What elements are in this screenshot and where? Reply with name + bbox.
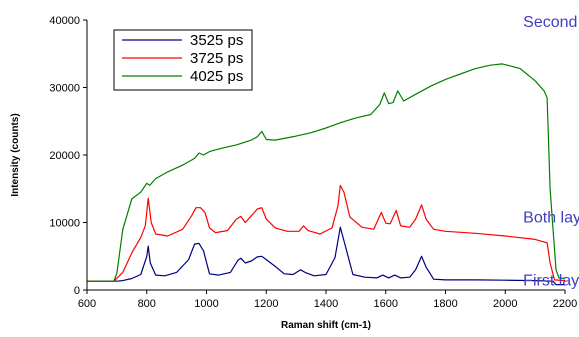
x-tick-label: 1000 (194, 298, 218, 310)
x-tick-label: 2000 (493, 298, 517, 310)
annotation-label: Second layer (523, 14, 579, 31)
legend-label: 3525 ps (190, 32, 243, 49)
x-tick-label: 2200 (553, 298, 577, 310)
x-tick-label: 1200 (254, 298, 278, 310)
x-tick-label: 800 (138, 298, 156, 310)
annotation-label: Both layers (523, 210, 579, 227)
annotations: Second layer Both layers First layer (523, 14, 579, 290)
legend-box (113, 29, 253, 91)
annotation-label: First layer (523, 272, 579, 289)
y-tick-label: 10000 (49, 218, 80, 230)
x-tick-label: 600 (78, 298, 96, 310)
series-layer (87, 63, 566, 286)
x-tick-label: 1600 (374, 298, 398, 310)
y-tick-label: 0 (74, 285, 80, 297)
x-tick-label: 1800 (433, 298, 457, 310)
series-line-3725-ps (87, 184, 566, 282)
y-ticks: 0 10000 20000 30000 40000 (49, 15, 87, 297)
x-tick-label: 1400 (314, 298, 338, 310)
x-ticks: 600 800 1000 1200 1400 1600 1800 2000 2200 (78, 290, 577, 310)
y-axis-title: Intensity (counts) (10, 113, 21, 196)
legend-label: 4025 ps (190, 68, 243, 85)
series-line-3525-ps (87, 226, 565, 286)
series-line-4025-ps (87, 63, 566, 282)
legend-label: 3725 ps (190, 50, 243, 67)
y-tick-label: 40000 (49, 15, 80, 27)
y-tick-label: 20000 (49, 150, 80, 162)
y-tick-label: 30000 (49, 83, 80, 95)
x-axis-title: Raman shift (cm-1) (281, 320, 371, 331)
